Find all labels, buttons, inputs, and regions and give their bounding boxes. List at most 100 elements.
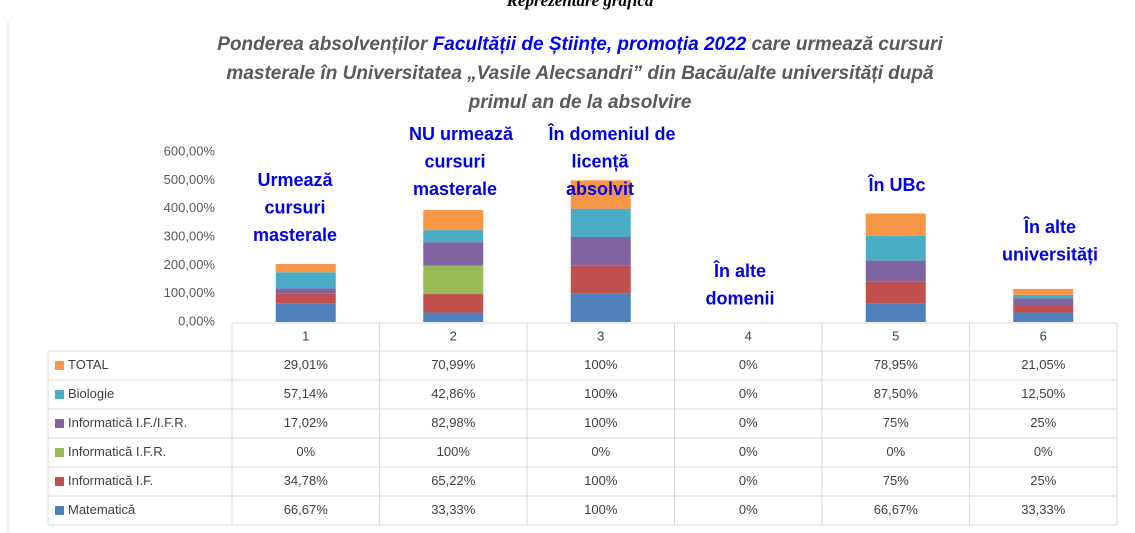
table-value: 57,14% xyxy=(284,386,329,401)
x-tick-label: 6 xyxy=(1040,328,1047,343)
bar-segment xyxy=(423,265,484,295)
table-value: 100% xyxy=(584,415,618,430)
chart-title: Ponderea absolvenților Facultății de Ști… xyxy=(217,34,943,55)
table-value: 29,01% xyxy=(284,357,329,372)
table-value: 100% xyxy=(437,444,471,459)
x-tick-label: 1 xyxy=(302,328,309,343)
x-tick-label: 3 xyxy=(597,328,604,343)
y-tick-label: 400,00% xyxy=(164,200,216,215)
annotation: În alte xyxy=(1023,216,1076,237)
bar-segment xyxy=(275,303,336,322)
table-value: 70,99% xyxy=(431,357,476,372)
table-value: 100% xyxy=(584,473,618,488)
table-value: 87,50% xyxy=(874,386,919,401)
annotation: În UBc xyxy=(867,174,925,195)
table-value: 82,98% xyxy=(431,415,476,430)
table-value: 100% xyxy=(584,502,618,517)
table-value: 0% xyxy=(739,386,758,401)
table-value: 75% xyxy=(883,415,909,430)
x-tick-label: 5 xyxy=(892,328,899,343)
table-value: 100% xyxy=(584,386,618,401)
bar-segment xyxy=(275,293,336,304)
title-part: primul an de la absolvire xyxy=(468,92,692,113)
annotation: cursuri xyxy=(424,151,485,171)
table-value: 75% xyxy=(883,473,909,488)
legend-label: Biologie xyxy=(68,386,114,401)
bar-segment xyxy=(275,288,336,294)
annotation: masterale xyxy=(413,179,497,199)
bar-segment xyxy=(1013,294,1074,299)
table-value: 0% xyxy=(296,444,315,459)
legend-label: Matematică xyxy=(68,502,136,517)
table-value: 78,95% xyxy=(874,357,919,372)
table-value: 100% xyxy=(584,357,618,372)
heading: Reprezentare grafică xyxy=(506,0,654,10)
x-tick-label: 2 xyxy=(450,328,457,343)
table-value: 25% xyxy=(1030,415,1056,430)
title-part: Facultății de Științe, promoția 2022 xyxy=(433,34,747,55)
legend-swatch xyxy=(55,419,64,428)
annotation: Urmează xyxy=(257,170,333,190)
table-value: 34,78% xyxy=(284,473,329,488)
annotation: NU urmează xyxy=(409,124,514,144)
y-tick-label: 0,00% xyxy=(178,313,215,328)
bar-segment xyxy=(865,235,926,261)
annotation: domenii xyxy=(705,288,774,308)
y-tick-label: 300,00% xyxy=(164,228,216,243)
table-value: 65,22% xyxy=(431,473,476,488)
legend-label: Informatică I.F.R. xyxy=(68,444,166,459)
bar-segment xyxy=(570,293,631,322)
title-part: Ponderea absolvenților xyxy=(217,34,432,55)
table-value: 0% xyxy=(1034,444,1053,459)
legend-label: Informatică I.F./I.F.R. xyxy=(68,415,187,430)
bar-segment xyxy=(1013,312,1074,322)
table-value: 66,67% xyxy=(284,502,329,517)
legend-swatch xyxy=(55,390,64,399)
bar-segment xyxy=(570,237,631,266)
chart-title: masterale în Universitatea „Vasile Alecs… xyxy=(226,63,934,84)
table-value: 42,86% xyxy=(431,386,476,401)
legend-swatch xyxy=(55,361,64,370)
table-value: 0% xyxy=(739,415,758,430)
y-tick-label: 500,00% xyxy=(164,172,216,187)
x-tick-label: 4 xyxy=(745,328,752,343)
bar-segment xyxy=(865,213,926,236)
bar-segment xyxy=(570,265,631,294)
table-value: 12,50% xyxy=(1021,386,1066,401)
bar-segment xyxy=(423,209,484,231)
table-value: 33,33% xyxy=(1021,502,1066,517)
table-value: 33,33% xyxy=(431,502,476,517)
table-value: 0% xyxy=(591,444,610,459)
bar-segment xyxy=(423,242,484,266)
y-tick-label: 100,00% xyxy=(164,285,216,300)
y-tick-label: 600,00% xyxy=(164,143,216,158)
bar-segment xyxy=(275,272,336,289)
table-value: 17,02% xyxy=(284,415,329,430)
legend-label: TOTAL xyxy=(68,357,109,372)
bar-segment xyxy=(865,281,926,304)
table-value: 25% xyxy=(1030,473,1056,488)
annotation: În domeniul de xyxy=(547,123,675,144)
y-tick-label: 200,00% xyxy=(164,257,216,272)
bar-segment xyxy=(275,264,336,273)
table-value: 0% xyxy=(886,444,905,459)
annotation: În alte xyxy=(713,260,766,281)
table-value: 0% xyxy=(739,473,758,488)
bar-segment xyxy=(1013,305,1074,313)
bar-segment xyxy=(865,303,926,322)
annotation: cursuri xyxy=(264,197,325,217)
bar-segment xyxy=(570,208,631,237)
table-value: 21,05% xyxy=(1021,357,1066,372)
bar-segment xyxy=(423,294,484,313)
legend-swatch xyxy=(55,477,64,486)
bar-segment xyxy=(1013,288,1074,295)
bar-segment xyxy=(423,230,484,243)
annotation: masterale xyxy=(253,225,337,245)
legend-swatch xyxy=(55,448,64,457)
table-value: 0% xyxy=(739,357,758,372)
bar-segment xyxy=(1013,298,1074,306)
table-value: 66,67% xyxy=(874,502,919,517)
chart-title: primul an de la absolvire xyxy=(468,92,692,113)
bar-segment xyxy=(570,180,631,209)
